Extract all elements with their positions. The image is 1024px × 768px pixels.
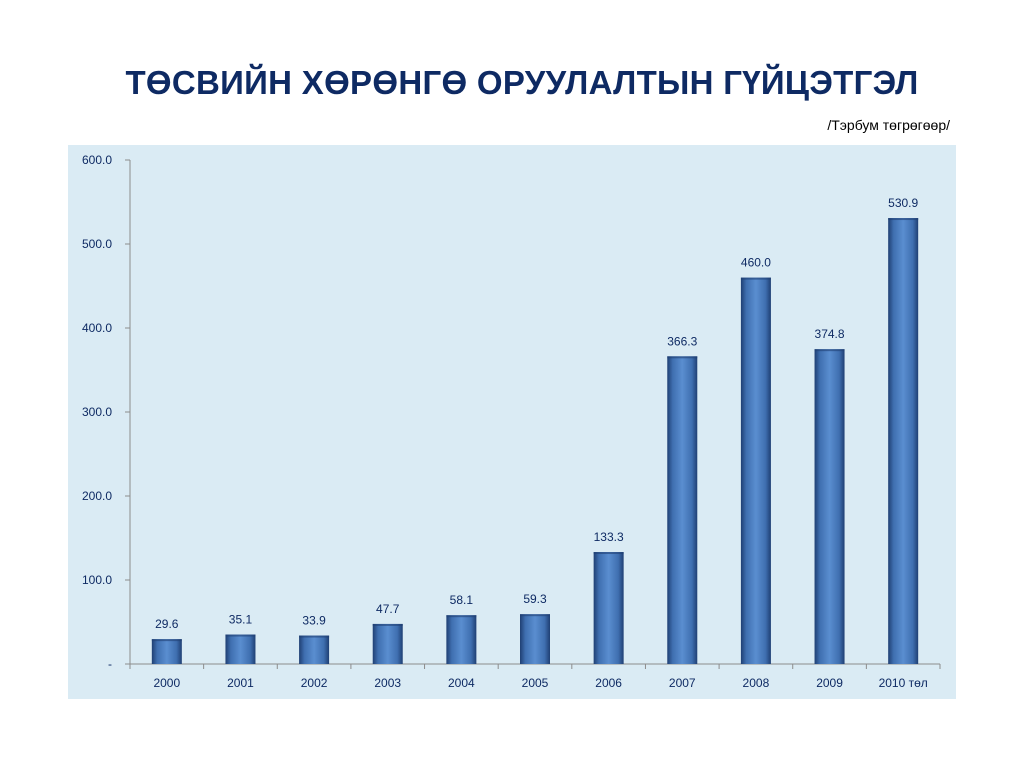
data-label: 35.1 (229, 613, 253, 627)
bar-top-edge (446, 615, 477, 618)
bar-2003 (372, 623, 403, 664)
y-tick-label: 500.0 (82, 237, 112, 251)
x-tick-label: 2010 төл (879, 676, 928, 690)
bar-2008 (740, 277, 771, 664)
x-axis: 2000 2001 2002 2003 2004 2005 2006 2007 2008 2009… (129, 663, 941, 690)
y-tick-label: 400.0 (82, 321, 112, 335)
bar-2001 (225, 634, 256, 664)
bar-top-edge (740, 277, 771, 280)
bar-2004 (446, 615, 477, 664)
y-tick-label: 600.0 (82, 153, 112, 167)
data-label: 29.6 (155, 617, 179, 631)
bar-2006 (593, 552, 624, 664)
data-label: 366.3 (667, 334, 697, 348)
y-axis: - 100.0 200.0 300.0 400.0 500.0 600.0 (82, 153, 131, 671)
bars (151, 218, 919, 664)
x-tick-label: 2003 (374, 676, 401, 690)
x-tick-label: 2005 (522, 676, 549, 690)
data-label: 530.9 (888, 196, 918, 210)
bar-top-edge (151, 639, 182, 642)
bar-2009 (814, 349, 845, 664)
x-tick-label: 2009 (816, 676, 843, 690)
bar-top-edge (593, 552, 624, 555)
x-tick-label: 2004 (448, 676, 475, 690)
bar-2007 (667, 356, 698, 664)
x-tick-label: 2001 (227, 676, 254, 690)
chart-area: - 100.0 200.0 300.0 400.0 500.0 600.0 2000 2001… (68, 145, 956, 699)
data-label: 33.9 (302, 614, 326, 628)
bar-2005 (520, 614, 550, 664)
data-label: 59.3 (523, 592, 547, 606)
y-tick-label: 300.0 (82, 405, 112, 419)
bar-top-edge (225, 634, 256, 637)
bar-chart: - 100.0 200.0 300.0 400.0 500.0 600.0 2000 2001… (82, 153, 941, 690)
bar-top-edge (520, 614, 550, 617)
bar-top-edge (667, 356, 698, 359)
bar-2010-төл (888, 218, 919, 664)
x-tick-label: 2008 (743, 676, 770, 690)
x-tick-label: 2006 (595, 676, 622, 690)
bar-top-edge (888, 218, 919, 221)
unit-note: /Тэрбум төгрөгөөр/ (827, 117, 950, 133)
data-label: 374.8 (815, 327, 845, 341)
y-tick-label: 200.0 (82, 489, 112, 503)
y-tick-label: - (108, 657, 112, 671)
slide-title: ТӨСВИЙН ХӨРӨНГӨ ОРУУЛАЛТЫН ГҮЙЦЭТГЭЛ (125, 64, 919, 101)
data-label: 58.1 (450, 593, 474, 607)
bar-2002 (299, 635, 330, 664)
bar-top-edge (299, 635, 330, 638)
data-labels: 29.6 35.1 33.9 47.7 58.1 59.3 133.3 366.3 460.0 3… (155, 196, 918, 631)
data-label: 460.0 (741, 256, 771, 270)
bar-2000 (151, 639, 182, 664)
bar-top-edge (814, 349, 845, 352)
bar-top-edge (372, 623, 403, 626)
data-label: 133.3 (594, 530, 624, 544)
x-tick-label: 2002 (301, 676, 328, 690)
data-label: 47.7 (376, 602, 400, 616)
x-tick-label: 2007 (669, 676, 696, 690)
x-tick-label: 2000 (153, 676, 180, 690)
y-tick-label: 100.0 (82, 573, 112, 587)
